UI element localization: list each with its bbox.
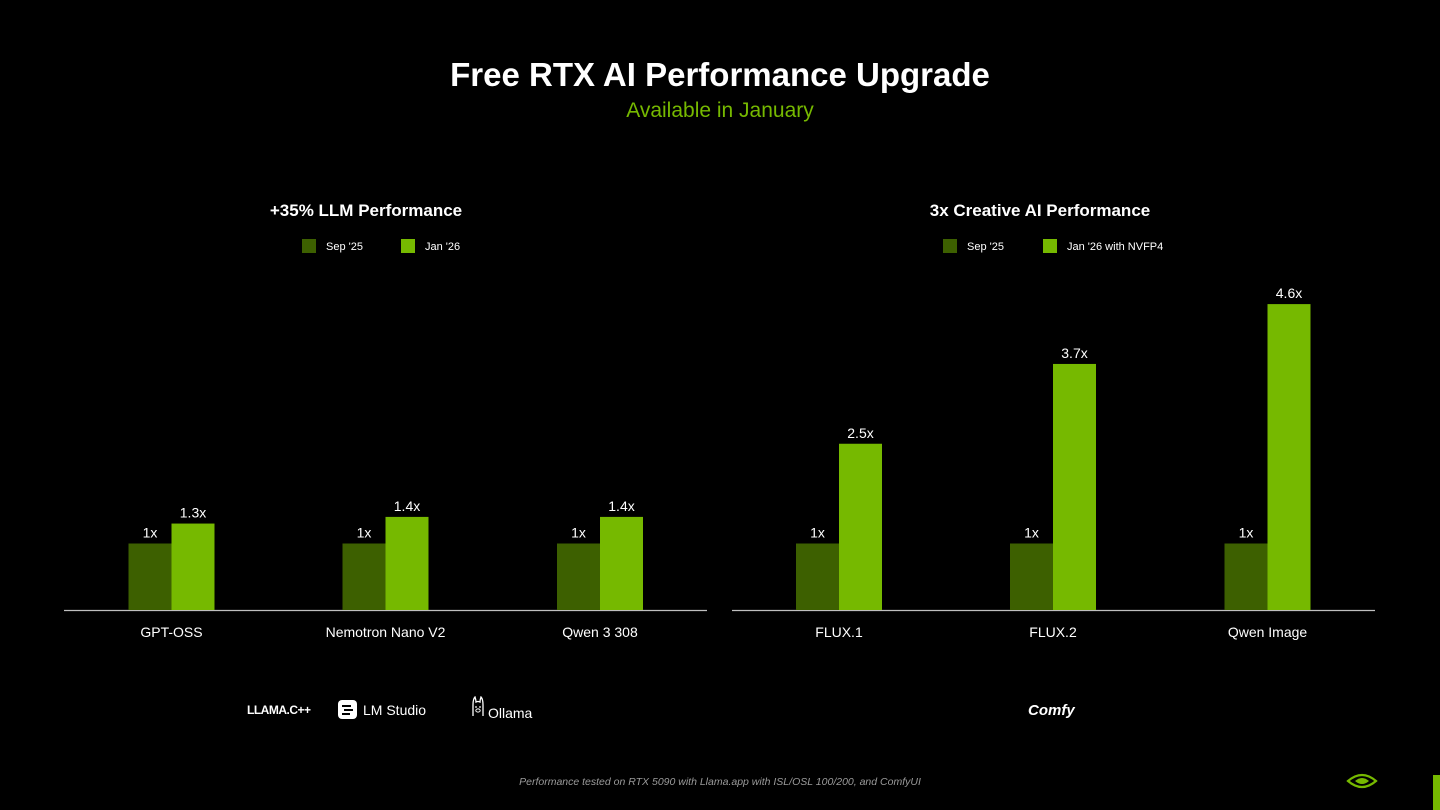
nvidia-eye-icon (1346, 772, 1378, 795)
data-label: 3.7x (1061, 345, 1087, 361)
footnote: Performance tested on RTX 5090 with Llam… (519, 776, 921, 788)
data-label: 1x (571, 525, 586, 541)
data-label: 1.4x (608, 498, 634, 514)
data-label: 4.6x (1276, 285, 1302, 301)
charts-canvas: +35% LLM Performance Sep '25 Jan '26 1x 1.3x… (64, 201, 1375, 640)
legend-label: Sep '25 (326, 241, 363, 253)
data-label: 1.3x (180, 505, 206, 521)
comfy-logo-text: Comfy (1028, 702, 1075, 719)
lm-studio-icon (338, 700, 357, 719)
bar (171, 523, 215, 610)
x-tick-label: Qwen 3 308 (562, 624, 638, 640)
legend-swatch (1043, 239, 1057, 253)
comfy-logo: Comfy (1028, 702, 1075, 719)
lm-studio-logo-text: LM Studio (363, 701, 427, 718)
legend-swatch (943, 239, 957, 253)
bar (342, 543, 386, 610)
chart-title: +35% LLM Performance (270, 201, 462, 220)
legend-label: Jan '26 (425, 241, 460, 253)
llama-head-icon (470, 695, 486, 721)
data-label: 1x (357, 525, 372, 541)
chart-title: 3x Creative AI Performance (930, 201, 1150, 220)
legend-swatch (302, 239, 316, 253)
bar (128, 543, 172, 610)
bar (796, 543, 839, 610)
x-tick-label: GPT-OSS (140, 624, 202, 640)
data-label: 1x (1239, 525, 1254, 541)
bar (1053, 363, 1096, 610)
legend-label: Sep '25 (967, 241, 1004, 253)
ollama-logo-text: Ollama (488, 704, 533, 721)
bar (600, 516, 643, 610)
corner-accent-bar (1433, 775, 1440, 810)
llama-cpp-logo-text: LLAMA.C++ (247, 703, 311, 717)
llama-cpp-logo: LLAMA.C++ (247, 703, 311, 717)
x-tick-label: FLUX.1 (815, 624, 863, 640)
bar (1224, 543, 1268, 610)
x-tick-label: Nemotron Nano V2 (326, 624, 446, 640)
data-label: 1.4x (394, 498, 420, 514)
bar (1267, 304, 1311, 610)
bar (385, 516, 429, 610)
legend-label: Jan '26 with NVFP4 (1067, 241, 1163, 253)
data-label: 1x (810, 525, 825, 541)
bar (557, 543, 600, 610)
legend-swatch (401, 239, 415, 253)
x-tick-label: Qwen Image (1228, 624, 1308, 640)
bar (839, 443, 882, 610)
ollama-logo: Ollama (470, 695, 533, 721)
bar (1010, 543, 1053, 610)
lm-studio-logo: LM Studio (338, 700, 426, 719)
data-label: 2.5x (847, 425, 873, 441)
page-title: Free RTX AI Performance Upgrade (450, 56, 990, 93)
x-tick-label: FLUX.2 (1029, 624, 1077, 640)
data-label: 1x (143, 525, 158, 541)
page-subtitle: Available in January (626, 99, 814, 122)
data-label: 1x (1024, 525, 1039, 541)
